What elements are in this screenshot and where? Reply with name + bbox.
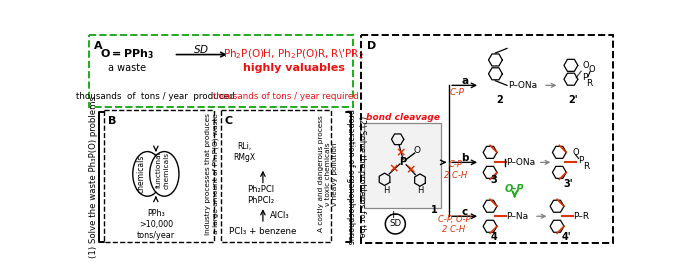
Ellipse shape: [133, 152, 162, 196]
Text: P–R: P–R: [573, 212, 589, 221]
Text: P: P: [579, 156, 584, 164]
Text: R: R: [583, 162, 590, 171]
Circle shape: [386, 214, 406, 234]
Text: C-P
2 C-H: C-P 2 C-H: [444, 160, 467, 180]
Text: Industry processes that produces
a large amount of Ph₃P(O) waste: Industry processes that produces a large…: [206, 113, 219, 235]
Text: A costly and dangerous process
ν toxic chemicals
ν heavy pollution: A costly and dangerous process ν toxic c…: [318, 116, 338, 232]
Text: ×: ×: [395, 146, 406, 159]
Text: P: P: [582, 73, 588, 82]
Text: a: a: [461, 76, 469, 86]
Text: 3: 3: [490, 175, 497, 185]
Text: P–ONa: P–ONa: [506, 158, 536, 167]
Text: PPh₃
>10,000
tons/year: PPh₃ >10,000 tons/year: [137, 208, 175, 240]
Text: 2': 2': [569, 95, 578, 104]
Text: P: P: [399, 157, 407, 167]
Text: Ph$_2$P(O)H, Ph$_2$P(O)R, R\'PR$_2$: Ph$_2$P(O)H, Ph$_2$P(O)R, R\'PR$_2$: [223, 48, 364, 61]
Text: O-P: O-P: [505, 183, 525, 194]
Text: B: B: [108, 116, 116, 126]
Text: H: H: [383, 186, 389, 195]
Text: 4': 4': [562, 232, 571, 242]
Text: (1) Solve the waste Ph₃P(O) problems: (1) Solve the waste Ph₃P(O) problems: [89, 96, 98, 258]
Text: C-P: C-P: [449, 88, 464, 97]
Text: D: D: [367, 41, 376, 51]
Text: C-P, O-P
2 C-H: C-P, O-P 2 C-H: [438, 215, 470, 234]
Text: 4: 4: [490, 232, 497, 242]
Ellipse shape: [150, 152, 179, 196]
Text: b: b: [461, 153, 469, 163]
Bar: [89, 35, 353, 107]
Text: ×: ×: [388, 162, 399, 175]
Text: highly valuables: highly valuables: [242, 63, 345, 73]
Text: Ph₂PCl
PhPCl₂: Ph₂PCl PhPCl₂: [247, 185, 274, 205]
Bar: [362, 35, 613, 243]
Text: C: C: [225, 116, 232, 126]
Text: thousands of tons / year required: thousands of tons / year required: [213, 92, 359, 101]
FancyBboxPatch shape: [364, 123, 440, 208]
Text: P–ONa: P–ONa: [508, 81, 538, 90]
Text: O: O: [414, 146, 421, 155]
Text: 2: 2: [496, 95, 503, 104]
Text: A: A: [93, 41, 102, 51]
Text: AlCl₃: AlCl₃: [270, 211, 290, 220]
Text: 3': 3': [564, 179, 573, 189]
Text: R: R: [586, 79, 593, 87]
Bar: [221, 110, 331, 243]
Text: O: O: [572, 148, 579, 157]
Text: c: c: [462, 207, 468, 217]
Text: +: +: [389, 210, 399, 220]
Text: 1: 1: [431, 205, 438, 216]
Text: PCl₃ + benzene: PCl₃ + benzene: [229, 227, 297, 236]
Text: a waste: a waste: [108, 63, 147, 73]
Text: chemicals: chemicals: [137, 155, 146, 193]
Text: ×: ×: [406, 163, 416, 176]
Text: O: O: [588, 65, 595, 74]
Text: H: H: [416, 186, 423, 195]
Text: functional
chemicals: functional chemicals: [156, 152, 170, 189]
Text: ∕: ∕: [574, 70, 582, 81]
Text: $\mathbf{O=PPh_3}$: $\mathbf{O=PPh_3}$: [100, 48, 154, 61]
Text: thousands  of  tons / year  produced: thousands of tons / year produced: [76, 92, 234, 101]
Text: (2) Solve the problems for the
preparation of organophosphorus: (2) Solve the problems for the preparati…: [347, 109, 366, 245]
Text: O: O: [582, 61, 589, 70]
Text: $SD$: $SD$: [193, 43, 210, 55]
Text: P–Na: P–Na: [506, 212, 528, 221]
Bar: [104, 110, 214, 243]
Text: bond cleavage: bond cleavage: [366, 113, 440, 122]
Text: RLi,
RMgX: RLi, RMgX: [234, 142, 256, 163]
Text: SD: SD: [389, 219, 401, 229]
